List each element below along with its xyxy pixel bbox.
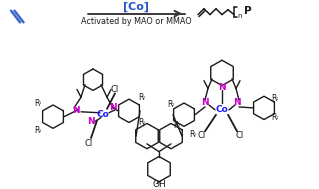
Text: Cl: Cl: [111, 85, 119, 94]
Text: P: P: [244, 6, 252, 16]
Text: ²: ²: [172, 105, 174, 109]
Text: N: N: [201, 98, 209, 107]
Text: Cl: Cl: [236, 131, 244, 140]
Text: ²: ²: [194, 134, 196, 139]
Text: Cl: Cl: [85, 139, 93, 148]
Text: OH: OH: [152, 180, 166, 189]
Text: R: R: [138, 93, 144, 102]
Text: R: R: [34, 98, 40, 108]
Text: ¹: ¹: [276, 117, 278, 122]
Text: ¹: ¹: [39, 130, 41, 135]
Text: R: R: [271, 113, 277, 122]
Text: n: n: [238, 12, 242, 19]
Text: R: R: [167, 101, 173, 109]
Text: ²: ²: [178, 125, 180, 130]
Text: [Co]: [Co]: [123, 2, 149, 12]
Text: R: R: [189, 130, 195, 139]
Text: Cl: Cl: [198, 131, 206, 140]
Text: R: R: [173, 121, 179, 130]
Text: Co: Co: [97, 110, 109, 119]
Text: N: N: [233, 98, 241, 107]
Text: Co: Co: [216, 105, 228, 114]
Text: N: N: [72, 106, 80, 115]
Text: R: R: [34, 126, 40, 135]
Text: Activated by MAO or MMAO: Activated by MAO or MMAO: [81, 17, 191, 26]
Text: N: N: [87, 117, 95, 126]
Text: ¹: ¹: [39, 102, 41, 108]
Text: R: R: [138, 118, 144, 127]
Text: R: R: [271, 94, 277, 103]
Text: ²: ²: [143, 97, 145, 102]
Text: N: N: [109, 103, 117, 112]
Text: N: N: [218, 83, 226, 92]
Text: ²: ²: [143, 122, 145, 127]
Text: ¹: ¹: [276, 98, 278, 103]
